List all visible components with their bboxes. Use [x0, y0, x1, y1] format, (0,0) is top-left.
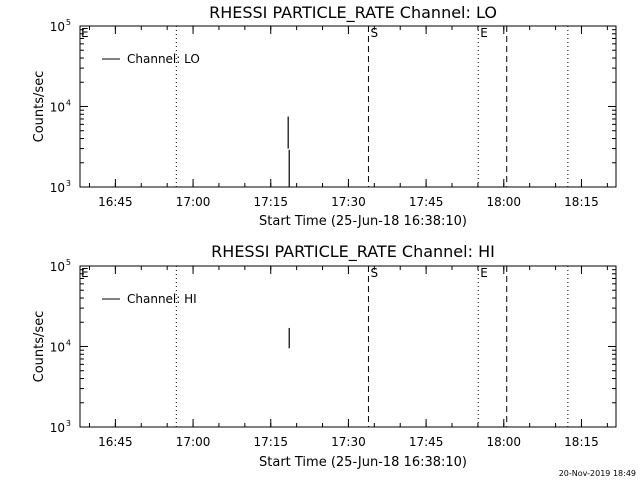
x-tick-label: 18:00: [486, 435, 521, 449]
edge-label: E: [81, 26, 89, 40]
marker-label: S: [370, 26, 378, 40]
y-tick-exponent: 4: [66, 99, 71, 108]
x-tick-label: 16:45: [98, 195, 133, 209]
x-tick-label: 17:00: [176, 435, 211, 449]
edge-label: E: [81, 266, 89, 280]
x-tick-label: 17:30: [331, 195, 366, 209]
chart-title: RHESSI PARTICLE_RATE Channel: LO: [209, 3, 497, 23]
x-tick-label: 16:45: [98, 435, 133, 449]
x-tick-label: 17:30: [331, 435, 366, 449]
x-tick-label: 18:00: [486, 195, 521, 209]
x-tick-label: 17:45: [409, 435, 444, 449]
legend-label: Channel: LO: [127, 52, 200, 66]
legend-label: Channel: HI: [127, 292, 197, 306]
y-tick-label: 10: [50, 101, 65, 115]
y-tick-exponent: 3: [66, 179, 71, 188]
x-axis-label: Start Time (25-Jun-18 16:38:10): [259, 455, 467, 470]
x-tick-label: 17:15: [253, 435, 288, 449]
y-axis-label: Counts/sec: [32, 311, 47, 383]
plot-frame: [79, 265, 617, 428]
y-tick-exponent: 5: [66, 258, 71, 267]
x-tick-label: 17:15: [253, 195, 288, 209]
y-tick-label: 10: [50, 260, 65, 274]
y-tick-exponent: 3: [66, 419, 71, 428]
y-axis-label: Counts/sec: [32, 71, 47, 143]
x-tick-label: 17:00: [176, 195, 211, 209]
marker-label: E: [480, 26, 488, 40]
y-tick-label: 10: [50, 20, 65, 34]
marker-label: S: [370, 266, 378, 280]
x-axis-label: Start Time (25-Jun-18 16:38:10): [259, 214, 467, 229]
x-tick-label: 17:45: [409, 195, 444, 209]
y-tick-exponent: 4: [66, 339, 71, 348]
x-tick-label: 18:15: [564, 435, 599, 449]
plot-frame: [79, 25, 617, 188]
x-tick-label: 18:15: [564, 195, 599, 209]
y-tick-label: 10: [50, 181, 65, 195]
marker-label: E: [480, 266, 488, 280]
y-tick-exponent: 5: [66, 18, 71, 27]
y-tick-label: 10: [50, 421, 65, 435]
chart-title: RHESSI PARTICLE_RATE Channel: HI: [211, 242, 495, 262]
plot-timestamp: 20-Nov-2019 18:49: [559, 469, 636, 478]
y-tick-label: 10: [50, 341, 65, 355]
